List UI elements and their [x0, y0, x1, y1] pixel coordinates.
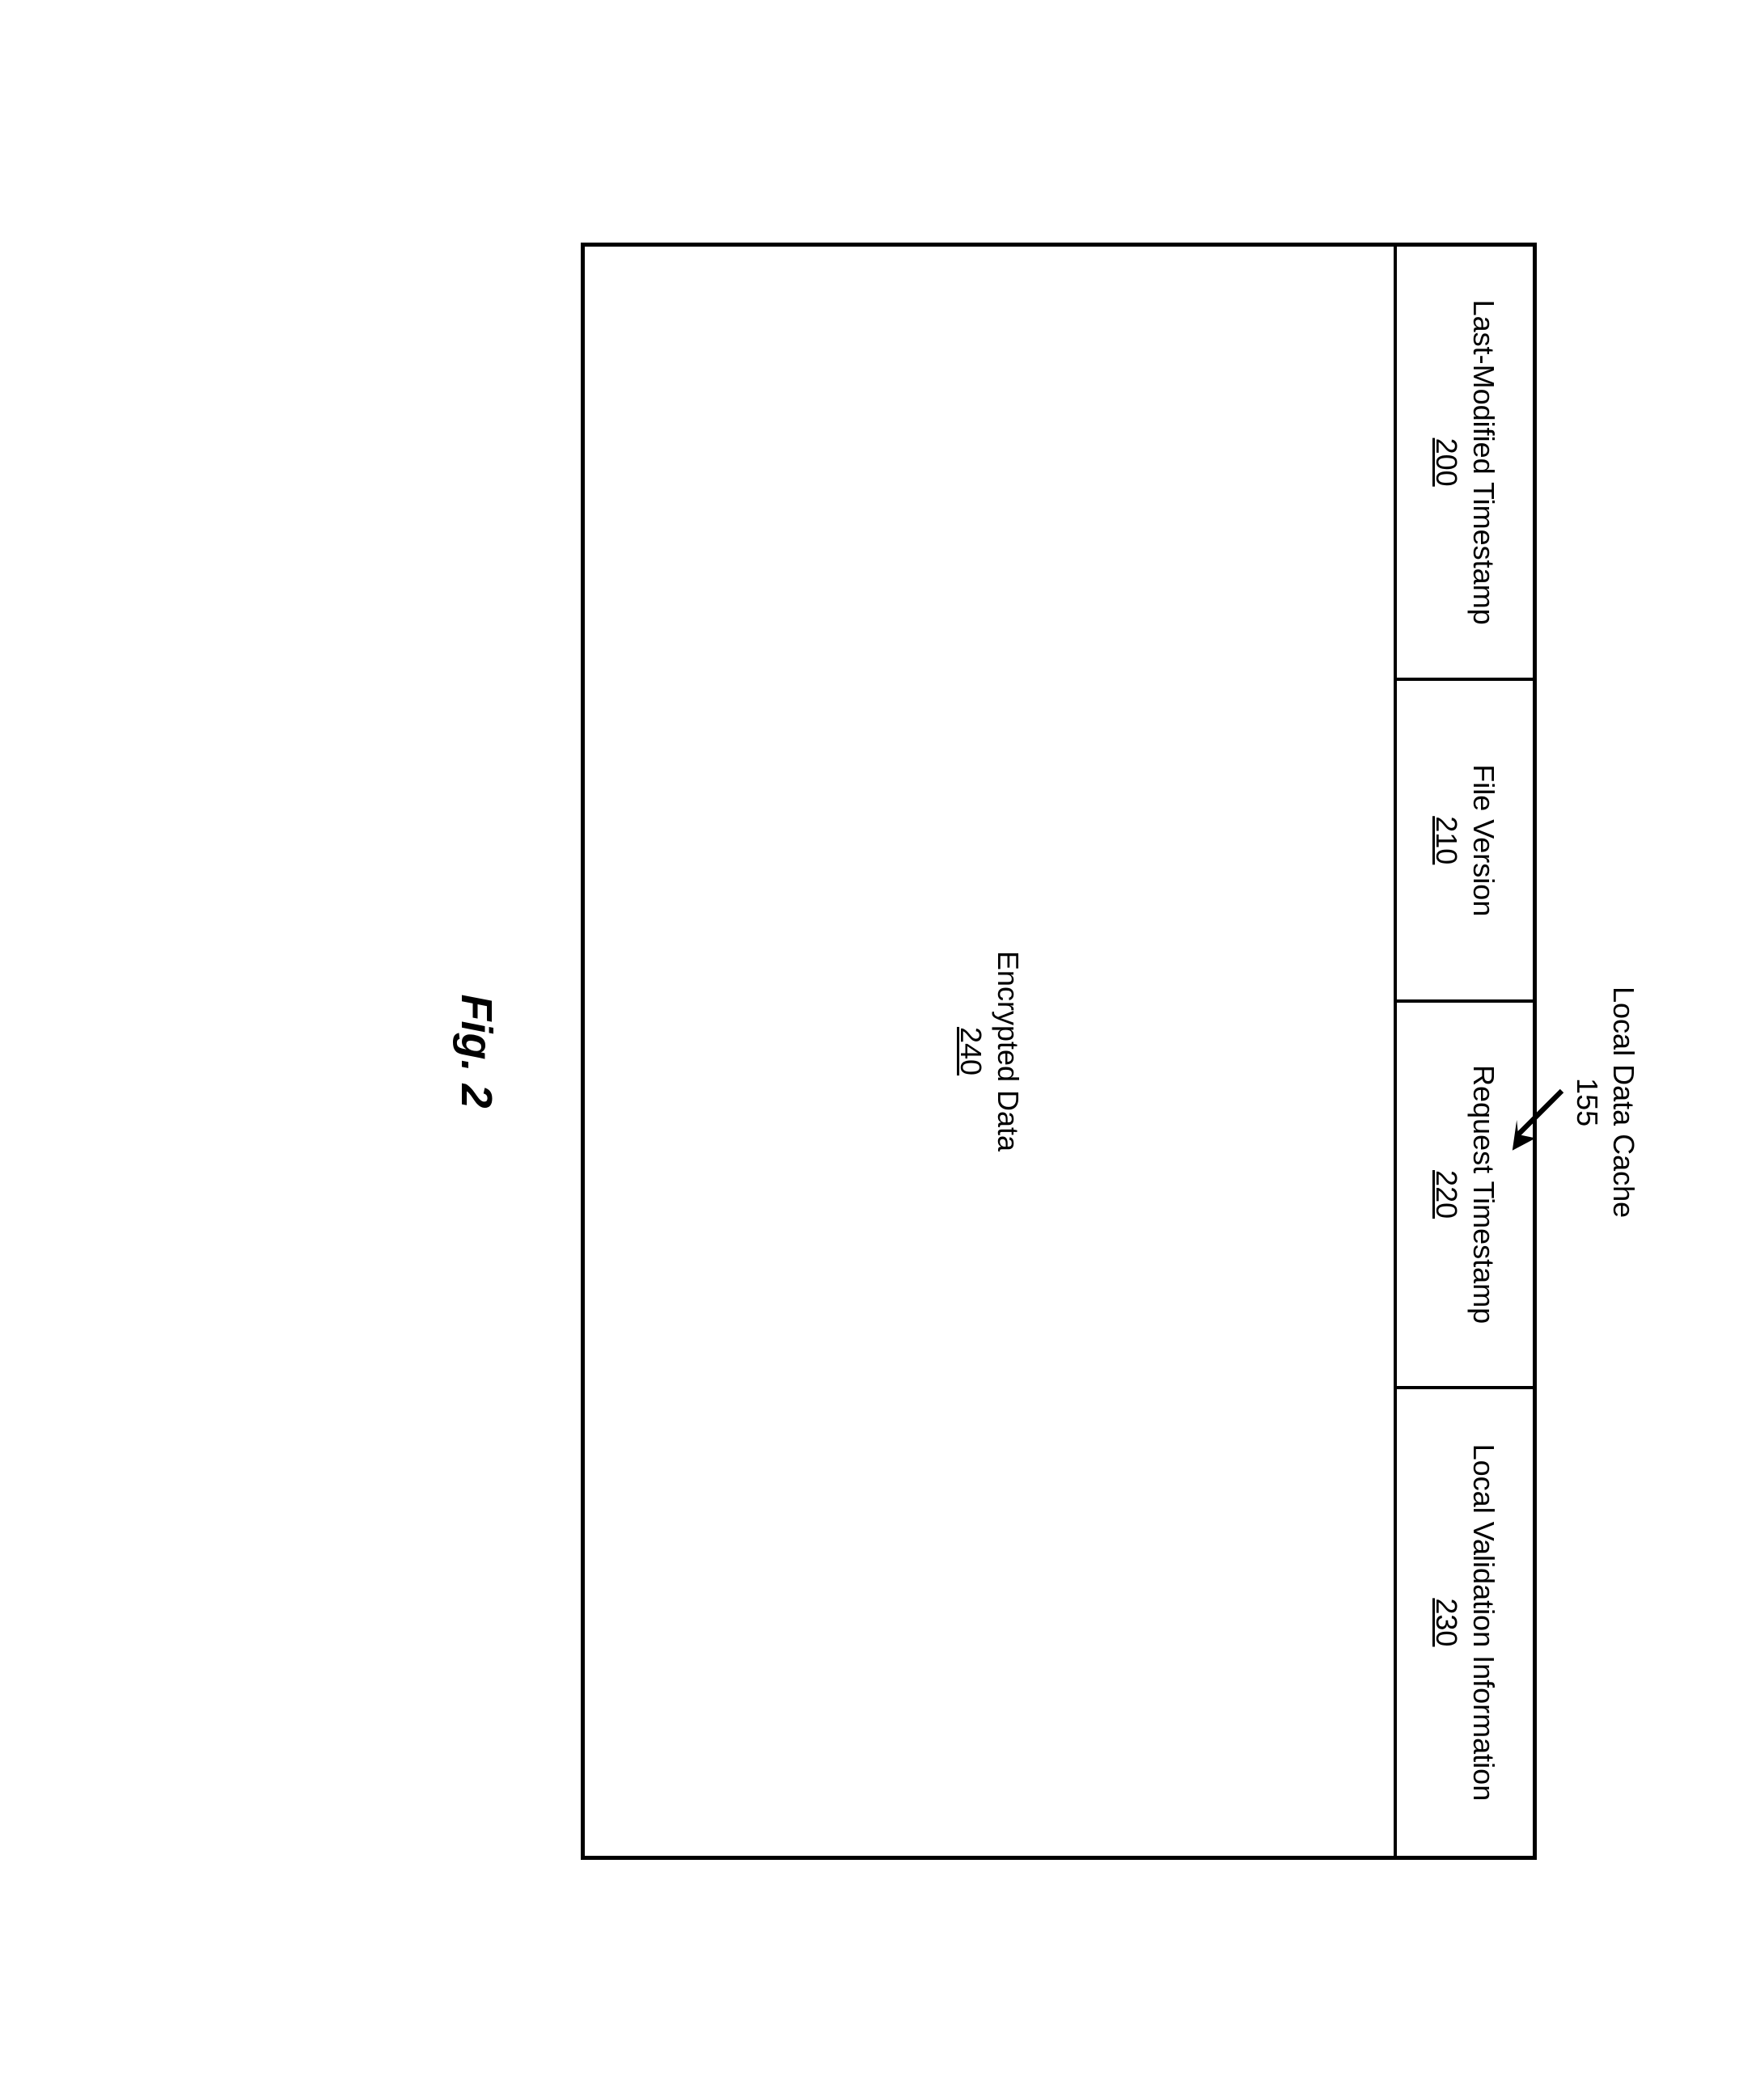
body-row: Encrypted Data 240	[585, 247, 1394, 1856]
cache-container: Last-Modified Timestamp 200 File Version…	[581, 243, 1537, 1860]
header-ref: 230	[1429, 1598, 1463, 1646]
header-ref: 200	[1429, 438, 1463, 487]
diagram-wrapper: Local Data Cache 155 Last-Modified Times…	[581, 243, 1537, 1860]
header-label: Local Validation Information	[1466, 1444, 1500, 1802]
header-label: Request Timestamp	[1466, 1065, 1500, 1324]
header-cell-local-validation: Local Validation Information 230	[1397, 1389, 1533, 1856]
body-ref: 240	[954, 1027, 988, 1075]
header-cell-file-version: File Version 210	[1397, 681, 1533, 1003]
header-ref: 210	[1429, 816, 1463, 864]
rotated-page: Local Data Cache 155 Last-Modified Times…	[0, 0, 1739, 2100]
header-label: File Version	[1466, 764, 1500, 916]
body-cell-encrypted-data: Encrypted Data 240	[585, 247, 1394, 1856]
title-block: Local Data Cache 155	[1569, 987, 1642, 1218]
body-label: Encrypted Data	[991, 951, 1025, 1151]
header-label: Last-Modified Timestamp	[1466, 300, 1500, 625]
title-label: Local Data Cache	[1606, 987, 1642, 1218]
figure-label: Fig. 2	[451, 243, 501, 1860]
header-ref: 220	[1429, 1170, 1463, 1219]
header-cell-last-modified: Last-Modified Timestamp 200	[1397, 247, 1533, 681]
header-row: Last-Modified Timestamp 200 File Version…	[1394, 247, 1533, 1856]
title-ref: 155	[1569, 987, 1606, 1218]
header-cell-request-timestamp: Request Timestamp 220	[1397, 1003, 1533, 1389]
